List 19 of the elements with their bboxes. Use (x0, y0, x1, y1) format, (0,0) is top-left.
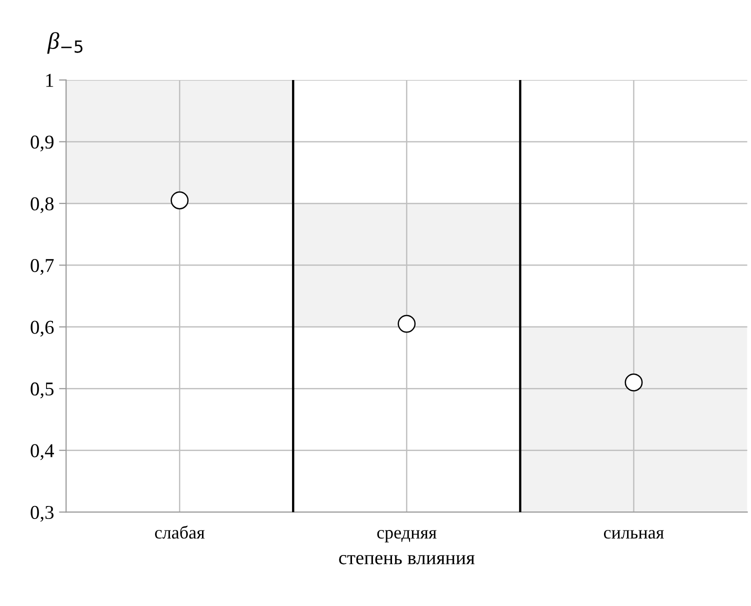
point (170, 191, 189, 210)
y-tick-label: 1 (46, 74, 54, 87)
y-tick-label: 0,4 (30, 444, 54, 460)
y-tick-label: 0,5 (30, 382, 54, 398)
bar (520, 326, 748, 512)
y-axis-title: β$_{−5}$ (47, 32, 82, 54)
x-tick-label: средняя (377, 530, 436, 542)
x-tick-label: сильная (604, 530, 664, 539)
point (398, 314, 416, 333)
x-axis-title: степень влияния (339, 554, 475, 564)
point (624, 373, 643, 392)
bar (66, 80, 294, 204)
y-tick-label: 0,7 (30, 258, 54, 275)
bar (293, 203, 520, 327)
y-tick-label: 0,8 (30, 197, 54, 214)
y-tick-label: 0,9 (30, 136, 54, 152)
y-tick-label: 0,6 (30, 320, 54, 337)
x-tick-label: слабая (155, 526, 205, 539)
y-tick-label: 0,3 (30, 506, 54, 522)
